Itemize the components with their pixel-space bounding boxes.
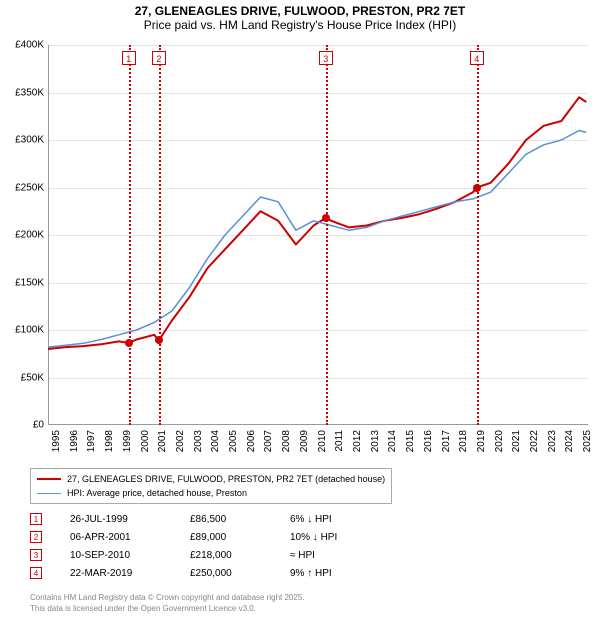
x-tick-label: 2003	[193, 430, 204, 452]
marker-dot-3	[322, 214, 330, 222]
x-tick-label: 1995	[51, 430, 62, 452]
sales-price: £218,000	[190, 550, 290, 561]
sales-row: 4 22-MAR-2019£250,0009% ↑ HPI	[30, 564, 410, 582]
sales-row: 1 26-JUL-1999£86,5006% ↓ HPI	[30, 510, 410, 528]
x-tick-label: 2007	[263, 430, 274, 452]
marker-box-3: 3	[319, 51, 333, 65]
marker-dot-2	[155, 336, 163, 344]
x-tick-label: 2011	[334, 430, 345, 452]
chart-title: 27, GLENEAGLES DRIVE, FULWOOD, PRESTON, …	[0, 0, 600, 34]
marker-box-1: 1	[122, 51, 136, 65]
x-tick-label: 2022	[529, 430, 540, 452]
legend-label: HPI: Average price, detached house, Pres…	[67, 488, 247, 498]
y-tick-label: £150K	[15, 277, 44, 288]
sales-price: £86,500	[190, 514, 290, 525]
title-line-2: Price paid vs. HM Land Registry's House …	[0, 18, 600, 32]
marker-vline-3	[326, 45, 328, 425]
x-tick-label: 2014	[387, 430, 398, 452]
y-axis: £0£50K£100K£150K£200K£250K£300K£350K£400…	[0, 45, 46, 425]
y-tick-label: £0	[33, 420, 44, 431]
x-tick-label: 2021	[511, 430, 522, 452]
sales-hpi: 10% ↓ HPI	[290, 532, 410, 543]
title-line-1: 27, GLENEAGLES DRIVE, FULWOOD, PRESTON, …	[0, 4, 600, 18]
x-tick-label: 2016	[423, 430, 434, 452]
sales-date: 26-JUL-1999	[70, 514, 190, 525]
legend-swatch	[37, 493, 61, 494]
x-tick-label: 2000	[140, 430, 151, 452]
footer-line-1: Contains HM Land Registry data © Crown c…	[30, 593, 305, 603]
legend-swatch	[37, 478, 61, 480]
legend-label: 27, GLENEAGLES DRIVE, FULWOOD, PRESTON, …	[67, 474, 385, 484]
sales-price: £250,000	[190, 568, 290, 579]
x-tick-label: 2005	[228, 430, 239, 452]
footer-line-2: This data is licensed under the Open Gov…	[30, 604, 305, 614]
sales-marker-box: 2	[30, 531, 42, 543]
marker-vline-4	[477, 45, 479, 425]
x-tick-label: 2017	[441, 430, 452, 452]
legend-row: 27, GLENEAGLES DRIVE, FULWOOD, PRESTON, …	[37, 472, 385, 486]
x-tick-label: 2024	[564, 430, 575, 452]
x-tick-label: 2023	[547, 430, 558, 452]
x-tick-label: 2025	[582, 430, 593, 452]
x-tick-label: 1999	[122, 430, 133, 452]
sales-hpi: 9% ↑ HPI	[290, 568, 410, 579]
marker-box-2: 2	[152, 51, 166, 65]
sales-table: 126-JUL-1999£86,5006% ↓ HPI206-APR-2001£…	[30, 510, 410, 582]
sales-marker-box: 4	[30, 567, 42, 579]
x-tick-label: 1998	[104, 430, 115, 452]
x-tick-label: 2020	[494, 430, 505, 452]
x-axis: 1995 1996 1997 1998 1999 2000 2001 2002 2003 2004…	[48, 428, 588, 468]
x-tick-label: 2015	[405, 430, 416, 452]
x-tick-label: 1996	[69, 430, 80, 452]
x-tick-label: 1997	[86, 430, 97, 452]
y-tick-label: £300K	[15, 135, 44, 146]
sales-date: 06-APR-2001	[70, 532, 190, 543]
y-tick-label: £350K	[15, 87, 44, 98]
x-tick-label: 2002	[175, 430, 186, 452]
sales-marker-box: 3	[30, 549, 42, 561]
sales-hpi: ≈ HPI	[290, 550, 410, 561]
marker-box-4: 4	[470, 51, 484, 65]
y-tick-label: £250K	[15, 182, 44, 193]
marker-dot-1	[125, 339, 133, 347]
sales-row: 3 10-SEP-2010£218,000≈ HPI	[30, 546, 410, 564]
sales-row: 2 06-APR-2001£89,00010% ↓ HPI	[30, 528, 410, 546]
x-tick-label: 2006	[246, 430, 257, 452]
marker-vline-1	[129, 45, 131, 425]
x-tick-label: 2018	[458, 430, 469, 452]
x-tick-label: 2010	[317, 430, 328, 452]
sales-marker-cell: 1	[30, 513, 70, 525]
footer: Contains HM Land Registry data © Crown c…	[30, 593, 305, 614]
y-tick-label: £400K	[15, 40, 44, 51]
legend-row: HPI: Average price, detached house, Pres…	[37, 486, 385, 500]
y-tick-label: £200K	[15, 230, 44, 241]
sales-hpi: 6% ↓ HPI	[290, 514, 410, 525]
x-tick-label: 2004	[210, 430, 221, 452]
x-tick-label: 2008	[281, 430, 292, 452]
y-tick-label: £50K	[21, 372, 44, 383]
marker-vline-2	[159, 45, 161, 425]
plot-area: 1 2 3 4	[48, 45, 588, 425]
x-tick-label: 2012	[352, 430, 363, 452]
sales-price: £89,000	[190, 532, 290, 543]
sales-date: 10-SEP-2010	[70, 550, 190, 561]
sales-marker-cell: 4	[30, 567, 70, 579]
sales-marker-cell: 2	[30, 531, 70, 543]
sales-date: 22-MAR-2019	[70, 568, 190, 579]
x-tick-label: 2009	[299, 430, 310, 452]
x-tick-label: 2013	[370, 430, 381, 452]
legend: 27, GLENEAGLES DRIVE, FULWOOD, PRESTON, …	[30, 468, 392, 504]
sales-marker-box: 1	[30, 513, 42, 525]
sales-marker-cell: 3	[30, 549, 70, 561]
marker-dot-4	[473, 184, 481, 192]
y-tick-label: £100K	[15, 325, 44, 336]
x-tick-label: 2001	[157, 430, 168, 452]
x-tick-label: 2019	[476, 430, 487, 452]
